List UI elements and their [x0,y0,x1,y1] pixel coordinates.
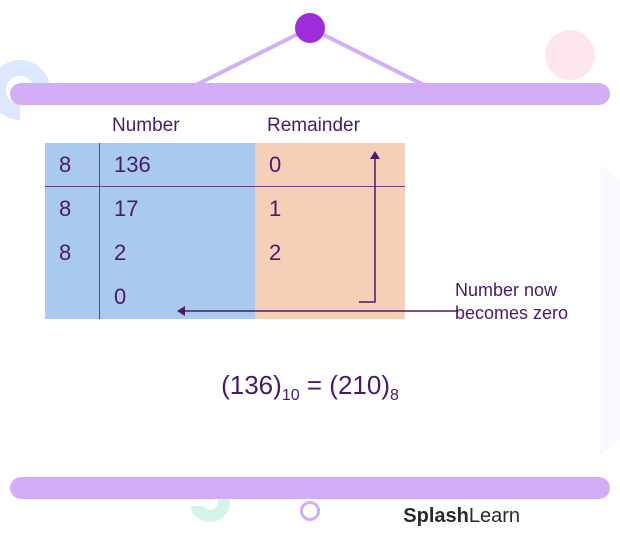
equation: (136)10 = (210)8 [0,370,620,405]
divisor-cell: 8 [45,187,99,231]
header-number: Number [100,115,255,137]
eq-sign: = [300,370,330,400]
whiteboard-bottom-bar [10,477,610,499]
annotation-line1: Number now [455,279,568,302]
eq-rhs-num: 210 [338,370,381,400]
annotation-line2: becomes zero [455,302,568,325]
whiteboard-ring-icon [300,501,320,521]
number-cell: 136 [100,143,255,187]
arrow-left-icon [173,301,463,321]
eq-lhs-num: 136 [230,370,273,400]
divisor-cell: 8 [45,143,99,187]
arrow-up-icon [353,147,383,307]
decorative-dot-pink [545,30,595,80]
whiteboard-top-bar [10,83,610,105]
header-remainder: Remainder [255,115,405,137]
col-divisor: 8 8 8 [45,143,100,319]
eq-rhs-base: 8 [390,387,399,404]
table-headers: Number Remainder [45,115,405,137]
division-table: Number Remainder 8 8 8 136 17 2 0 0 1 2 [45,115,405,319]
col-number: 136 17 2 0 [100,143,255,319]
brand-part1: Splash [403,505,469,527]
content-area: Number Remainder 8 8 8 136 17 2 0 0 1 2 [45,115,575,319]
brand-logo: SplashLearn [403,505,520,528]
divisor-cell: 8 [45,231,99,275]
annotation-text: Number now becomes zero [455,279,568,326]
eq-lhs-base: 10 [282,387,300,404]
number-cell: 2 [100,231,255,275]
brand-part2: Learn [469,505,520,527]
number-cell: 17 [100,187,255,231]
divisor-cell [45,275,99,319]
